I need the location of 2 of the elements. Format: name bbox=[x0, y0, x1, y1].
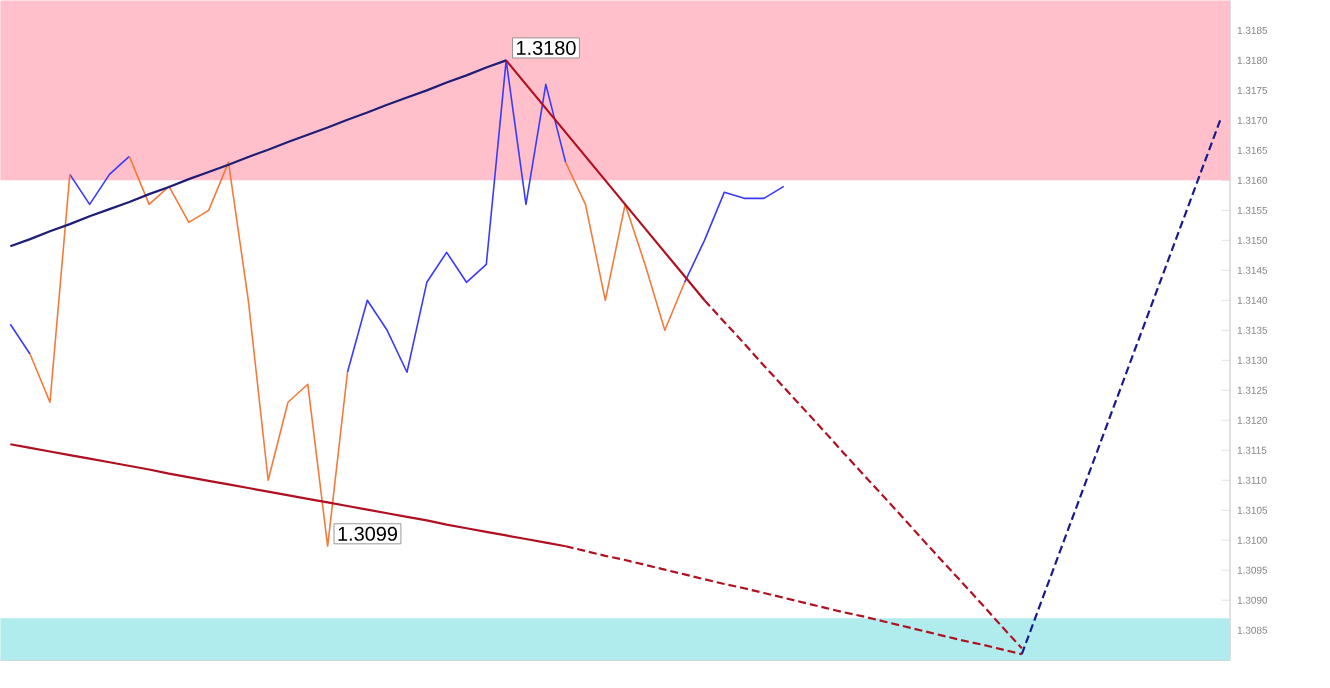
data-label: 1.3180 bbox=[517, 40, 576, 55]
data-label: 1.3099 bbox=[338, 526, 397, 541]
